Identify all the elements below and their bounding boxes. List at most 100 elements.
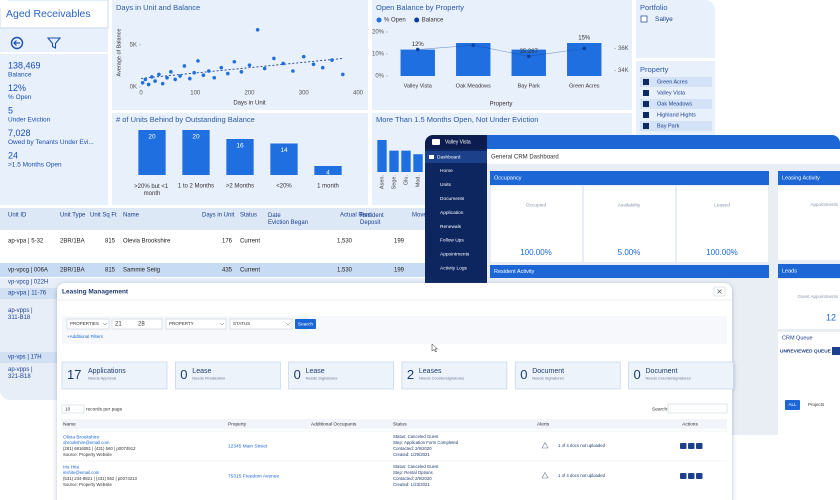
summary-card[interactable]	[401, 361, 508, 390]
queue-filter-label[interactable]: Projects	[808, 402, 825, 407]
crm-menu-item[interactable]: Follow Ups	[440, 238, 464, 244]
stat-label: Availability	[618, 202, 641, 208]
occupant-name[interactable]: Olivia Brookshire	[63, 434, 100, 440]
page-size[interactable]: 10	[65, 406, 71, 412]
x-tick-label: Oak Meadows	[456, 83, 491, 89]
slicer-checkbox[interactable]	[640, 15, 648, 23]
card-sub[interactable]: Needs Signatures	[532, 376, 564, 381]
crm-menu-item[interactable]: Dashboard	[437, 154, 461, 160]
date-to[interactable]: 28	[138, 322, 145, 328]
data-label: 4	[326, 170, 330, 177]
scatter-point	[219, 65, 224, 70]
crm-menu-item[interactable]: Documents	[440, 196, 465, 202]
card-title[interactable]: Document	[646, 368, 678, 375]
filter-select-label[interactable]: STATUS	[233, 321, 250, 326]
crm-menu-item[interactable]: Renewals	[440, 224, 462, 230]
queue-tab[interactable]: UNREVIEWED QUEUE	[780, 348, 832, 354]
card-sub[interactable]: Needs Approval	[88, 376, 116, 381]
card-count[interactable]: 2	[407, 367, 414, 382]
section-bar	[778, 264, 840, 278]
results-header	[62, 419, 727, 429]
action-button[interactable]	[680, 473, 687, 479]
scatter-point	[239, 70, 244, 74]
table-cell: 199	[394, 239, 405, 245]
leasing-management: Leasing Management PROPERTIES PROPERTY STAT…	[57, 283, 734, 500]
card-count[interactable]: 0	[294, 367, 301, 382]
card-sub[interactable]: Needs Signatures	[306, 376, 338, 381]
page-size-select[interactable]	[61, 404, 85, 414]
card-title[interactable]: Lease	[192, 368, 211, 375]
property-cell[interactable]: 12345 Main Street	[228, 443, 268, 449]
property-cell[interactable]: 75315 Freedom Avenue	[228, 473, 279, 479]
card-count[interactable]: 0	[520, 367, 527, 382]
y2-tick-label: 34K	[618, 68, 629, 74]
scatter-point	[272, 56, 276, 61]
slicer-checkbox[interactable]	[643, 101, 649, 107]
crm-header	[487, 149, 840, 164]
occupant-email[interactable]: obrookshire@email.com	[63, 440, 110, 445]
summary-card[interactable]	[175, 361, 281, 390]
date-range[interactable]	[111, 318, 163, 330]
filter-select[interactable]	[165, 318, 227, 330]
summary-card[interactable]	[61, 361, 168, 390]
status-line: Step: Application Form Completed	[393, 440, 459, 445]
crm-menu-item[interactable]: Application	[440, 210, 464, 216]
slicer-checkbox[interactable]	[643, 123, 649, 129]
scatter-point	[196, 59, 200, 63]
queue-filter[interactable]	[785, 400, 800, 410]
date-from[interactable]: 21	[115, 322, 122, 328]
action-button[interactable]	[696, 473, 703, 479]
card-count[interactable]: 0	[180, 367, 187, 382]
table-cell: ap-vpa | 11-76	[8, 291, 47, 297]
filter-select[interactable]	[66, 318, 110, 330]
occupant-name[interactable]: Iris Hite	[63, 464, 80, 470]
crm-menu-item[interactable]: Home	[440, 168, 453, 174]
filter-icon[interactable]	[46, 37, 62, 49]
card-title[interactable]: Document	[532, 368, 564, 375]
card-title[interactable]: Leases	[419, 368, 442, 375]
data-label: 14	[280, 147, 288, 154]
card-sub[interactable]: Needs Countersignatures	[646, 376, 691, 381]
summary-card[interactable]	[514, 361, 621, 390]
scatter-point	[188, 76, 192, 81]
additional-filters[interactable]: +Additional Filters	[67, 334, 104, 339]
filter-select-label[interactable]: PROPERTIES	[70, 321, 99, 326]
crm-sidebar-head	[425, 135, 487, 149]
results-header-cell: Actions	[682, 421, 698, 427]
slicer-checkbox[interactable]	[643, 112, 649, 118]
x-tick-label: Asen.	[379, 175, 385, 190]
scatter-point	[178, 74, 182, 78]
card-title[interactable]: Lease	[306, 368, 325, 375]
action-button[interactable]	[696, 443, 703, 449]
queue-title: CRM Queue	[782, 335, 813, 341]
slicer-checkbox[interactable]	[643, 79, 649, 85]
crm-menu-item[interactable]: Units	[440, 182, 452, 188]
scatter-point	[165, 75, 169, 80]
search-input[interactable]	[667, 403, 728, 414]
queue-filter-label[interactable]: ALL	[788, 402, 797, 407]
back-icon[interactable]	[10, 36, 24, 50]
card-sub[interactable]: Needs Finalization	[192, 376, 225, 381]
card-count[interactable]: 0	[634, 367, 641, 382]
action-button[interactable]	[688, 473, 695, 479]
action-button[interactable]	[688, 443, 695, 449]
data-label: 35,287	[520, 49, 539, 55]
slicer-checkbox[interactable]	[643, 90, 649, 96]
occupant-email[interactable]: irishite@email.com	[63, 470, 100, 475]
card-sub[interactable]: Needs Countersignatures	[419, 376, 464, 381]
crm-menu-item[interactable]: Activity Logs	[440, 265, 468, 271]
summary-card[interactable]	[288, 361, 394, 390]
filter-select[interactable]	[229, 318, 293, 330]
search-button-label[interactable]: Search	[298, 321, 314, 327]
search-button[interactable]	[295, 319, 316, 329]
x-tick-label: >20% but <1 month	[134, 184, 170, 197]
crm-menu-item[interactable]: Appointments	[440, 252, 470, 258]
card-title[interactable]: Applications	[88, 368, 126, 375]
summary-card[interactable]	[628, 361, 734, 390]
filter-select-label[interactable]: PROPERTY	[169, 321, 194, 326]
section-bar	[490, 171, 769, 185]
bar	[182, 130, 210, 175]
card-count[interactable]: 17	[67, 367, 81, 382]
action-button[interactable]	[680, 443, 687, 449]
